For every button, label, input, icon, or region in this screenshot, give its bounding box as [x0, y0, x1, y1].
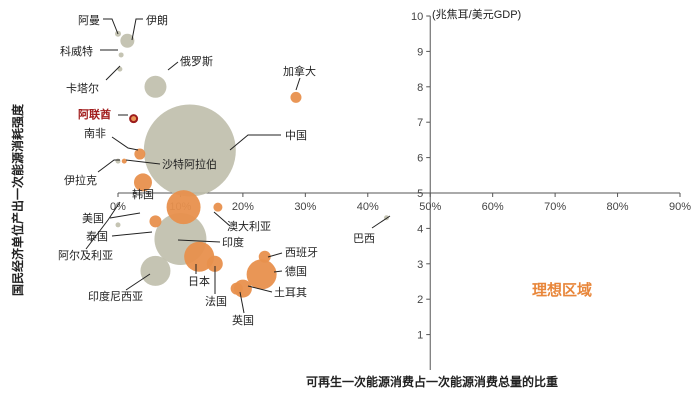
y-unit-label: (兆焦耳/美元GDP) — [432, 8, 521, 21]
point-label: 德国 — [285, 264, 307, 278]
leader-line — [131, 18, 143, 41]
point-label: 阿联酋 — [78, 107, 111, 121]
x-tick-label: 80% — [607, 201, 629, 213]
bubble-伊拉克 — [115, 158, 121, 164]
point-label: 印度尼西亚 — [88, 289, 143, 303]
point-label: 俄罗斯 — [180, 55, 213, 68]
bubble-科威特 — [118, 52, 124, 58]
bubble-西班牙 — [258, 250, 271, 263]
bubble-韩国 — [133, 173, 152, 192]
point-label: 韩国 — [132, 187, 154, 201]
bubble-阿尔及利亚 — [115, 222, 121, 228]
leader-line — [103, 18, 119, 35]
bubble-泰国 — [149, 215, 162, 228]
leader-line — [85, 201, 121, 250]
leader-line — [109, 212, 141, 219]
bubble-阿联酋 — [129, 114, 139, 124]
x-tick-label: 50% — [419, 201, 441, 213]
bubble-俄罗斯 — [144, 75, 167, 98]
point-label: 法国 — [205, 294, 227, 308]
ideal-region-label: 理想区域 — [532, 281, 592, 299]
point-label: 沙特阿拉伯 — [162, 157, 217, 171]
bubble-伊朗 — [120, 33, 135, 48]
bubble-印度尼西亚 — [140, 255, 171, 286]
y-tick-label: 3 — [417, 259, 423, 271]
x-tick-label: 90% — [669, 201, 691, 213]
leader-line — [105, 65, 121, 81]
leader-line — [229, 134, 281, 151]
point-label: 加拿大 — [283, 64, 316, 78]
leader-lines — [85, 18, 391, 314]
y-tick-label: 4 — [417, 223, 423, 235]
leader-line — [247, 285, 273, 293]
bubble-英国 — [230, 282, 243, 295]
y-axis-title: 国民经济单位产出一次能源消耗强度 — [10, 103, 25, 296]
bubble-法国 — [206, 255, 223, 272]
point-label: 中国 — [285, 129, 307, 142]
point-label: 土耳其 — [274, 286, 307, 299]
leader-line — [97, 159, 120, 173]
leader-line — [273, 270, 283, 273]
x-tick-label: 40% — [357, 201, 379, 213]
leader-line — [125, 159, 161, 165]
y-tick-label: 8 — [417, 82, 423, 94]
leader-line — [295, 77, 301, 91]
leader-line — [125, 273, 151, 291]
leader-line — [177, 239, 221, 243]
bubble-加拿大 — [290, 91, 302, 103]
point-label: 巴西 — [353, 233, 375, 245]
bubble-日本 — [184, 241, 215, 272]
x-axis-title: 可再生一次能源消费占一次能源消费总量的比重 — [306, 374, 558, 389]
x-tick-label: 30% — [294, 201, 316, 213]
x-tick-label: 20% — [232, 201, 254, 213]
point-label: 南非 — [84, 127, 106, 140]
y-tick-label: 5 — [417, 188, 423, 200]
point-label: 美国 — [82, 212, 104, 225]
point-label: 西班牙 — [285, 246, 318, 259]
point-label: 阿曼 — [78, 14, 100, 27]
point-label: 泰国 — [86, 229, 108, 243]
leader-line — [239, 291, 245, 314]
x-tick-label: 60% — [482, 201, 504, 213]
y-tick-label: 10 — [411, 11, 423, 23]
leader-line — [167, 61, 179, 71]
leader-line — [371, 215, 391, 229]
bubble-中国 — [143, 104, 236, 197]
x-tick-label: 70% — [544, 201, 566, 213]
leader-line — [213, 211, 231, 227]
point-label: 英国 — [232, 313, 254, 327]
leader-line — [111, 231, 153, 237]
bubble-澳大利亚 — [213, 202, 223, 212]
x-tick-label: 0% — [110, 201, 126, 213]
point-label: 伊朗 — [146, 14, 168, 27]
point-label: 阿尔及利亚 — [58, 249, 113, 262]
bubble-南非 — [134, 148, 146, 160]
bubble-美国 — [166, 190, 201, 225]
y-tick-label: 7 — [417, 117, 423, 129]
leader-line — [111, 136, 139, 151]
point-label: 印度 — [222, 235, 244, 249]
bubbles — [115, 30, 390, 298]
bubble-德国 — [246, 259, 277, 290]
point-label: 澳大利亚 — [227, 219, 271, 233]
bubble-沙特阿拉伯 — [121, 158, 127, 164]
y-tick-label: 1 — [417, 330, 423, 342]
point-label: 科威特 — [60, 44, 93, 58]
leader-line — [267, 252, 283, 258]
y-tick-label: 2 — [417, 294, 423, 306]
point-label: 日本 — [188, 274, 210, 288]
point-label: 伊拉克 — [64, 173, 97, 187]
y-tick-label: 6 — [417, 153, 423, 165]
point-label: 卡塔尔 — [66, 82, 99, 95]
y-tick-label: 9 — [417, 46, 423, 58]
